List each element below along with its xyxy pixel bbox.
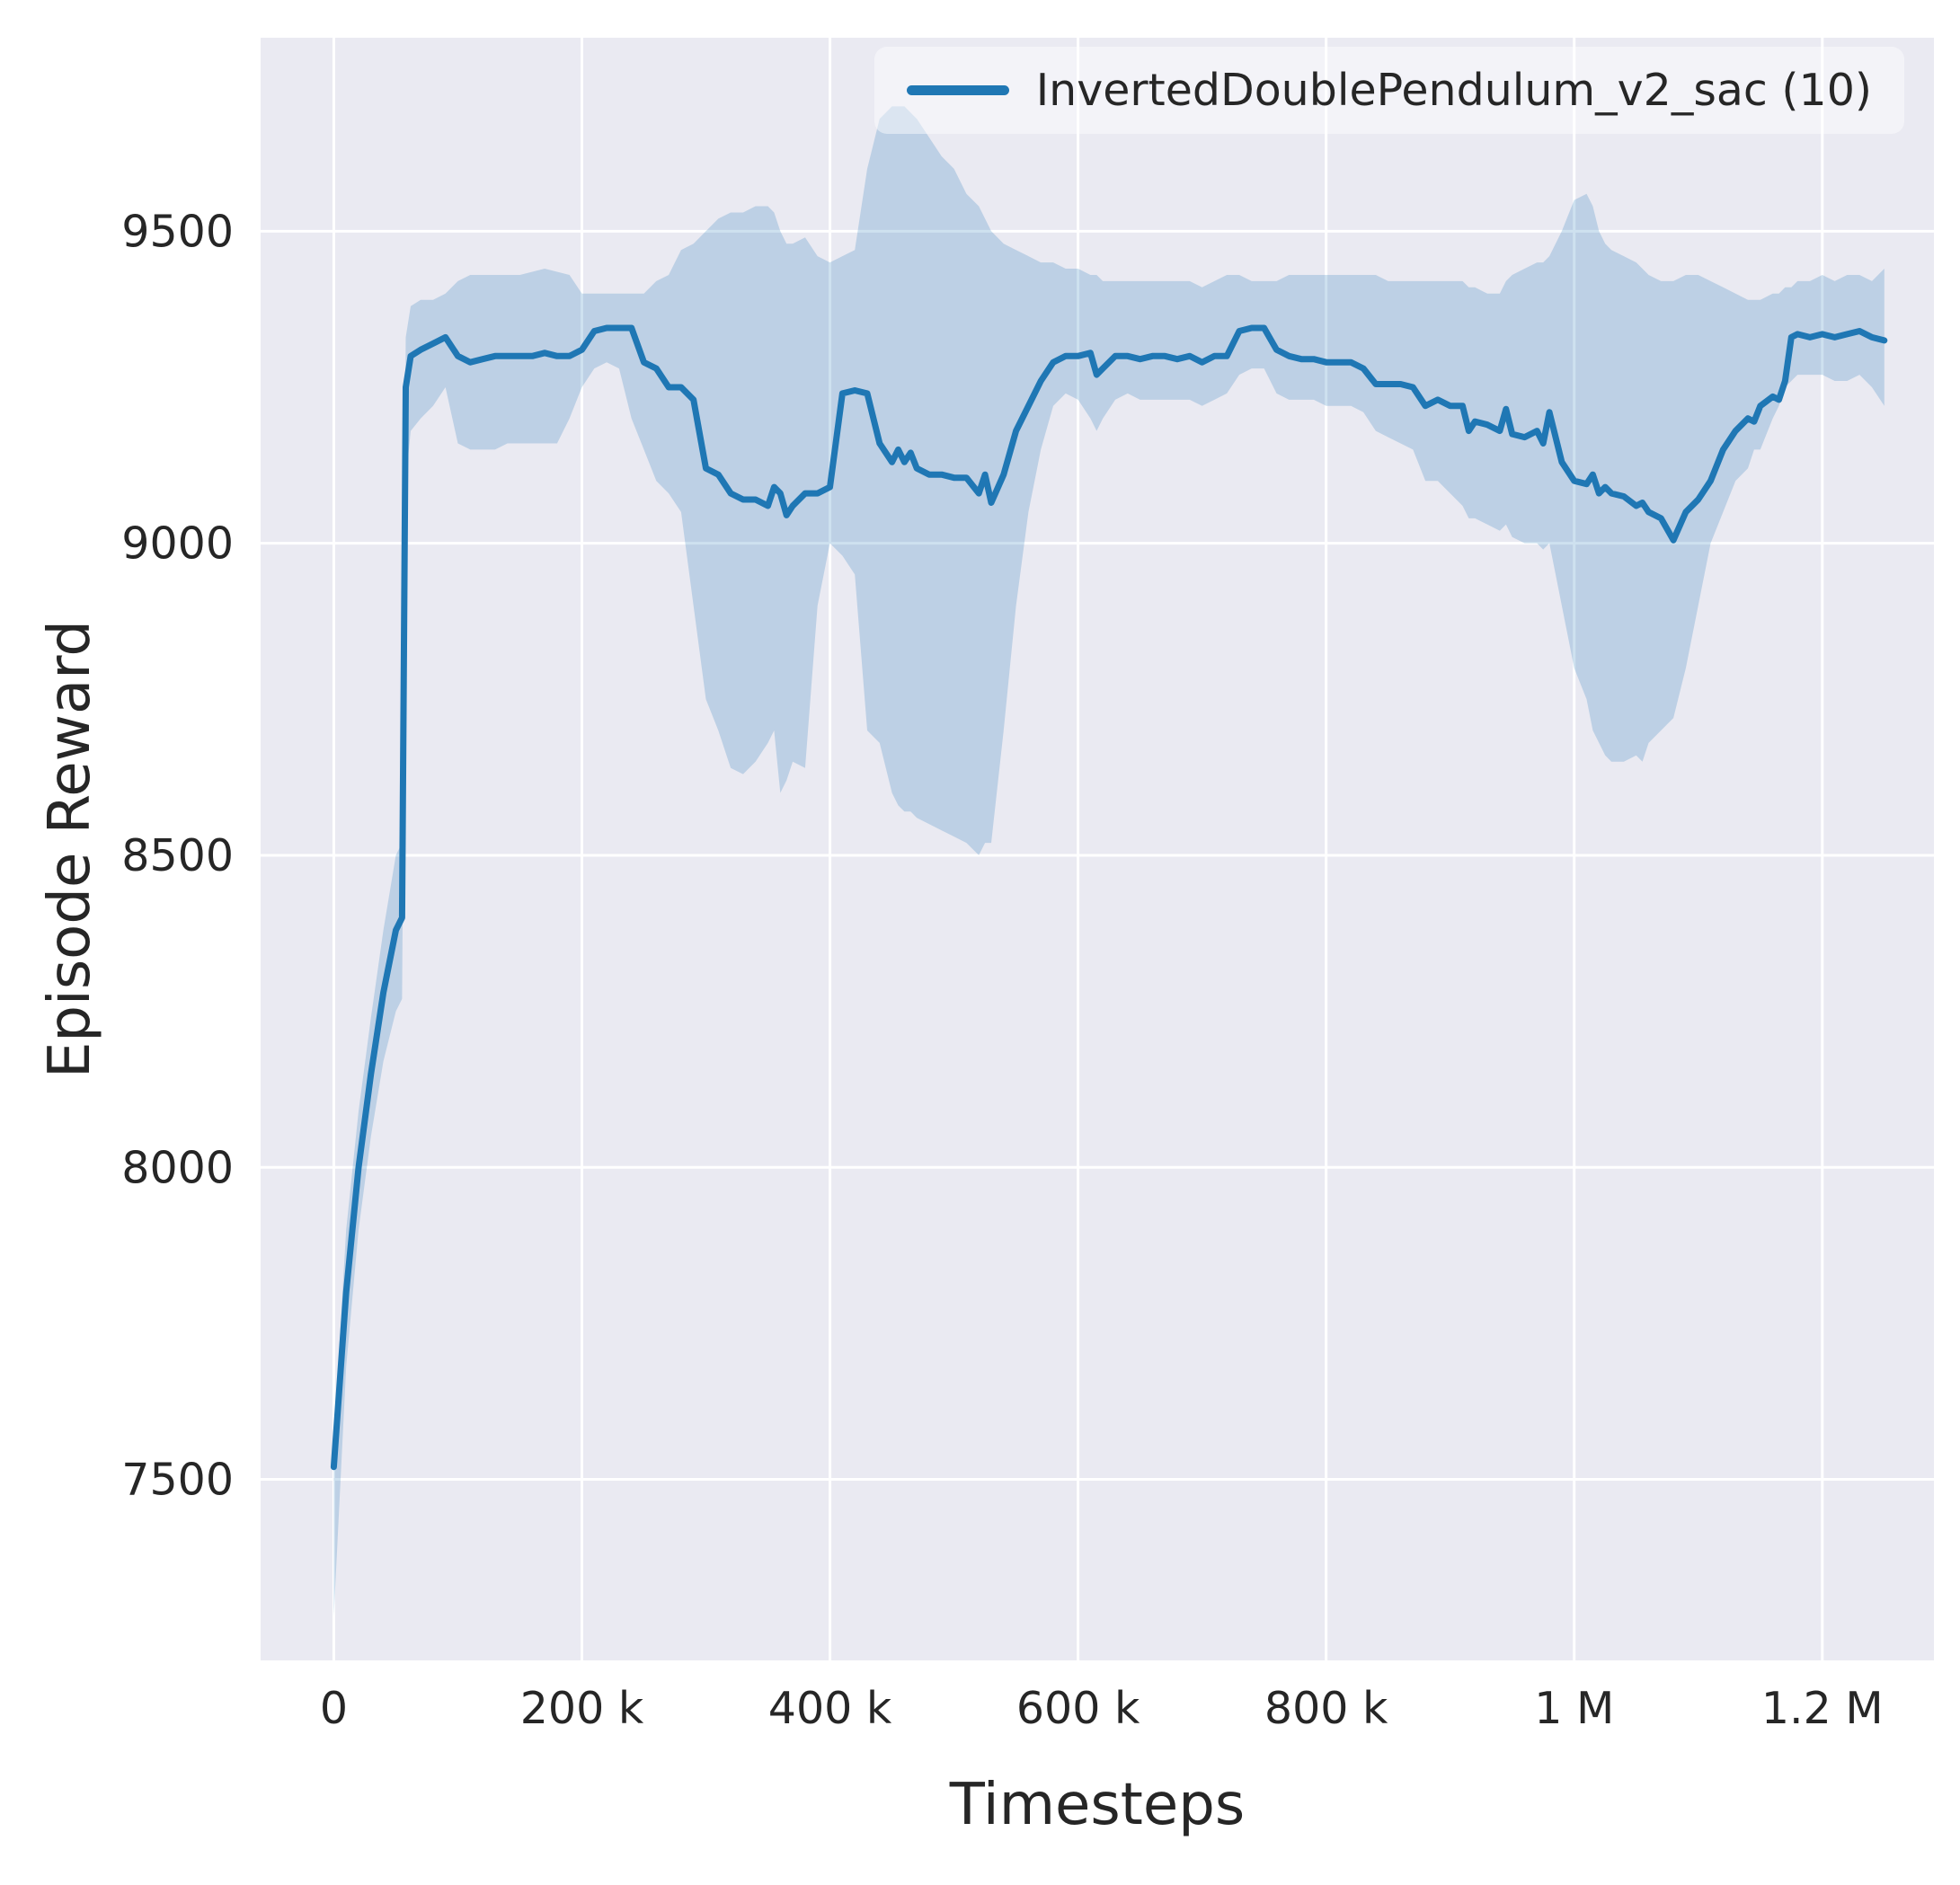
x-tick-label-5: 1 M <box>1534 1683 1614 1734</box>
y-axis-label: Episode Reward <box>37 619 103 1079</box>
x-axis-label: Timesteps <box>949 1772 1246 1838</box>
x-tick-label-2: 400 k <box>768 1683 892 1734</box>
plot-area <box>261 38 1934 1660</box>
x-tick-label-3: 600 k <box>1016 1683 1140 1734</box>
x-tick-label-6: 1.2 M <box>1761 1683 1884 1734</box>
y-tick-label-1: 8000 <box>121 1142 234 1193</box>
y-tick-label-4: 9500 <box>121 206 234 257</box>
mean-line-0 <box>330 324 1888 1471</box>
y-tick-label-0: 7500 <box>121 1455 234 1506</box>
legend-line-swatch <box>906 85 1009 95</box>
y-tick-label-3: 9000 <box>121 518 234 570</box>
legend: InvertedDoublePendulum_v2_sac (10) <box>874 47 1904 134</box>
x-tick-label-4: 800 k <box>1264 1683 1388 1734</box>
legend-label: InvertedDoublePendulum_v2_sac (10) <box>1035 65 1872 116</box>
y-tick-label-2: 8500 <box>121 830 234 881</box>
x-tick-label-0: 0 <box>320 1683 348 1734</box>
x-tick-label-1: 200 k <box>520 1683 644 1734</box>
